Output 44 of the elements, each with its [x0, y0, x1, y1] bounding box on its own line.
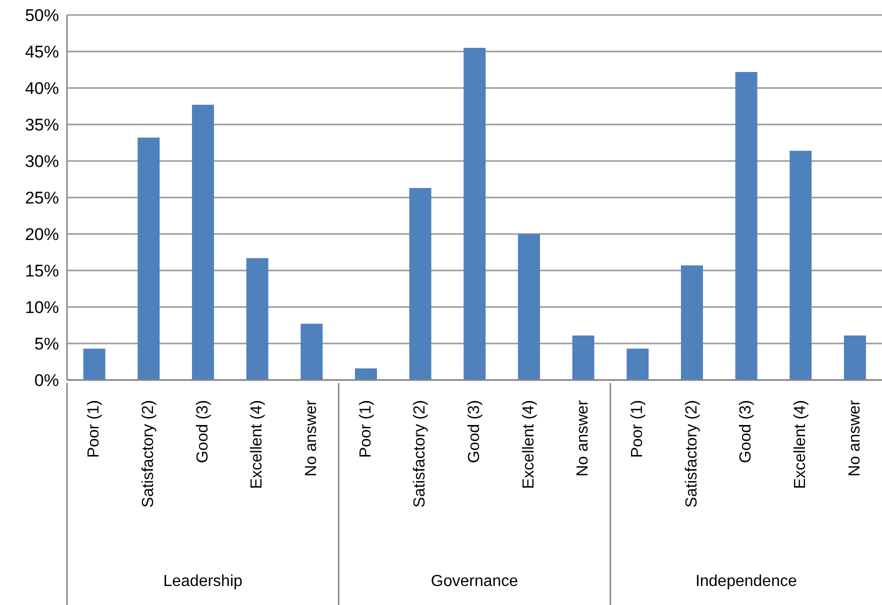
- y-tick-label: 35%: [24, 116, 59, 135]
- bar: [409, 188, 432, 380]
- x-tick-label: Poor (1): [629, 400, 646, 458]
- x-tick-label: Good (3): [466, 400, 483, 464]
- y-tick-label: 25%: [24, 188, 59, 208]
- text: Governance: [430, 573, 518, 590]
- y-tick-label: 40%: [24, 79, 59, 98]
- y-tick-label: 20%: [24, 225, 59, 244]
- x-tick-label: Excellent (4): [792, 400, 809, 489]
- x-tick-label: Good (3): [738, 400, 755, 464]
- x-tick-label: Satisfactory (2): [412, 400, 429, 508]
- y-tick-label: 50%: [24, 6, 59, 26]
- y-tick-label: 15%: [24, 262, 59, 281]
- x-tick-label: Poor (1): [357, 400, 374, 458]
- x-tick-label: Excellent (4): [520, 400, 538, 489]
- bar: [626, 348, 649, 380]
- bar: [300, 324, 323, 380]
- text: Leadership: [163, 573, 243, 590]
- bar: [735, 72, 758, 380]
- y-tick-label: 45%: [24, 42, 59, 62]
- y-tick-label: 10%: [24, 298, 59, 318]
- x-tick-label: Good (3): [194, 400, 212, 464]
- x-tick-label: Satisfactory (2): [140, 400, 157, 508]
- x-tick-label: No answer: [303, 399, 320, 476]
- bar: [246, 258, 268, 380]
- bar: [138, 138, 160, 380]
- y-tick-label: 30%: [24, 152, 59, 172]
- x-tick-label: No answer: [574, 399, 592, 476]
- bar: [518, 234, 540, 380]
- bar: [354, 368, 377, 380]
- text: Independence: [695, 573, 797, 590]
- bar: [83, 348, 106, 380]
- bar: [192, 104, 214, 380]
- x-tick-label: Satisfactory (2): [683, 400, 700, 508]
- bar: [572, 335, 594, 380]
- bar: [464, 48, 486, 380]
- x-tick-label: Excellent (4): [248, 400, 266, 489]
- y-tick-label: 0%: [34, 371, 59, 390]
- bar: [790, 150, 812, 380]
- bar: [680, 265, 703, 380]
- x-tick-label: No answer: [846, 399, 864, 476]
- x-tick-label: Poor (1): [86, 400, 103, 458]
- y-tick-label: 5%: [34, 334, 59, 354]
- bar: [844, 335, 866, 380]
